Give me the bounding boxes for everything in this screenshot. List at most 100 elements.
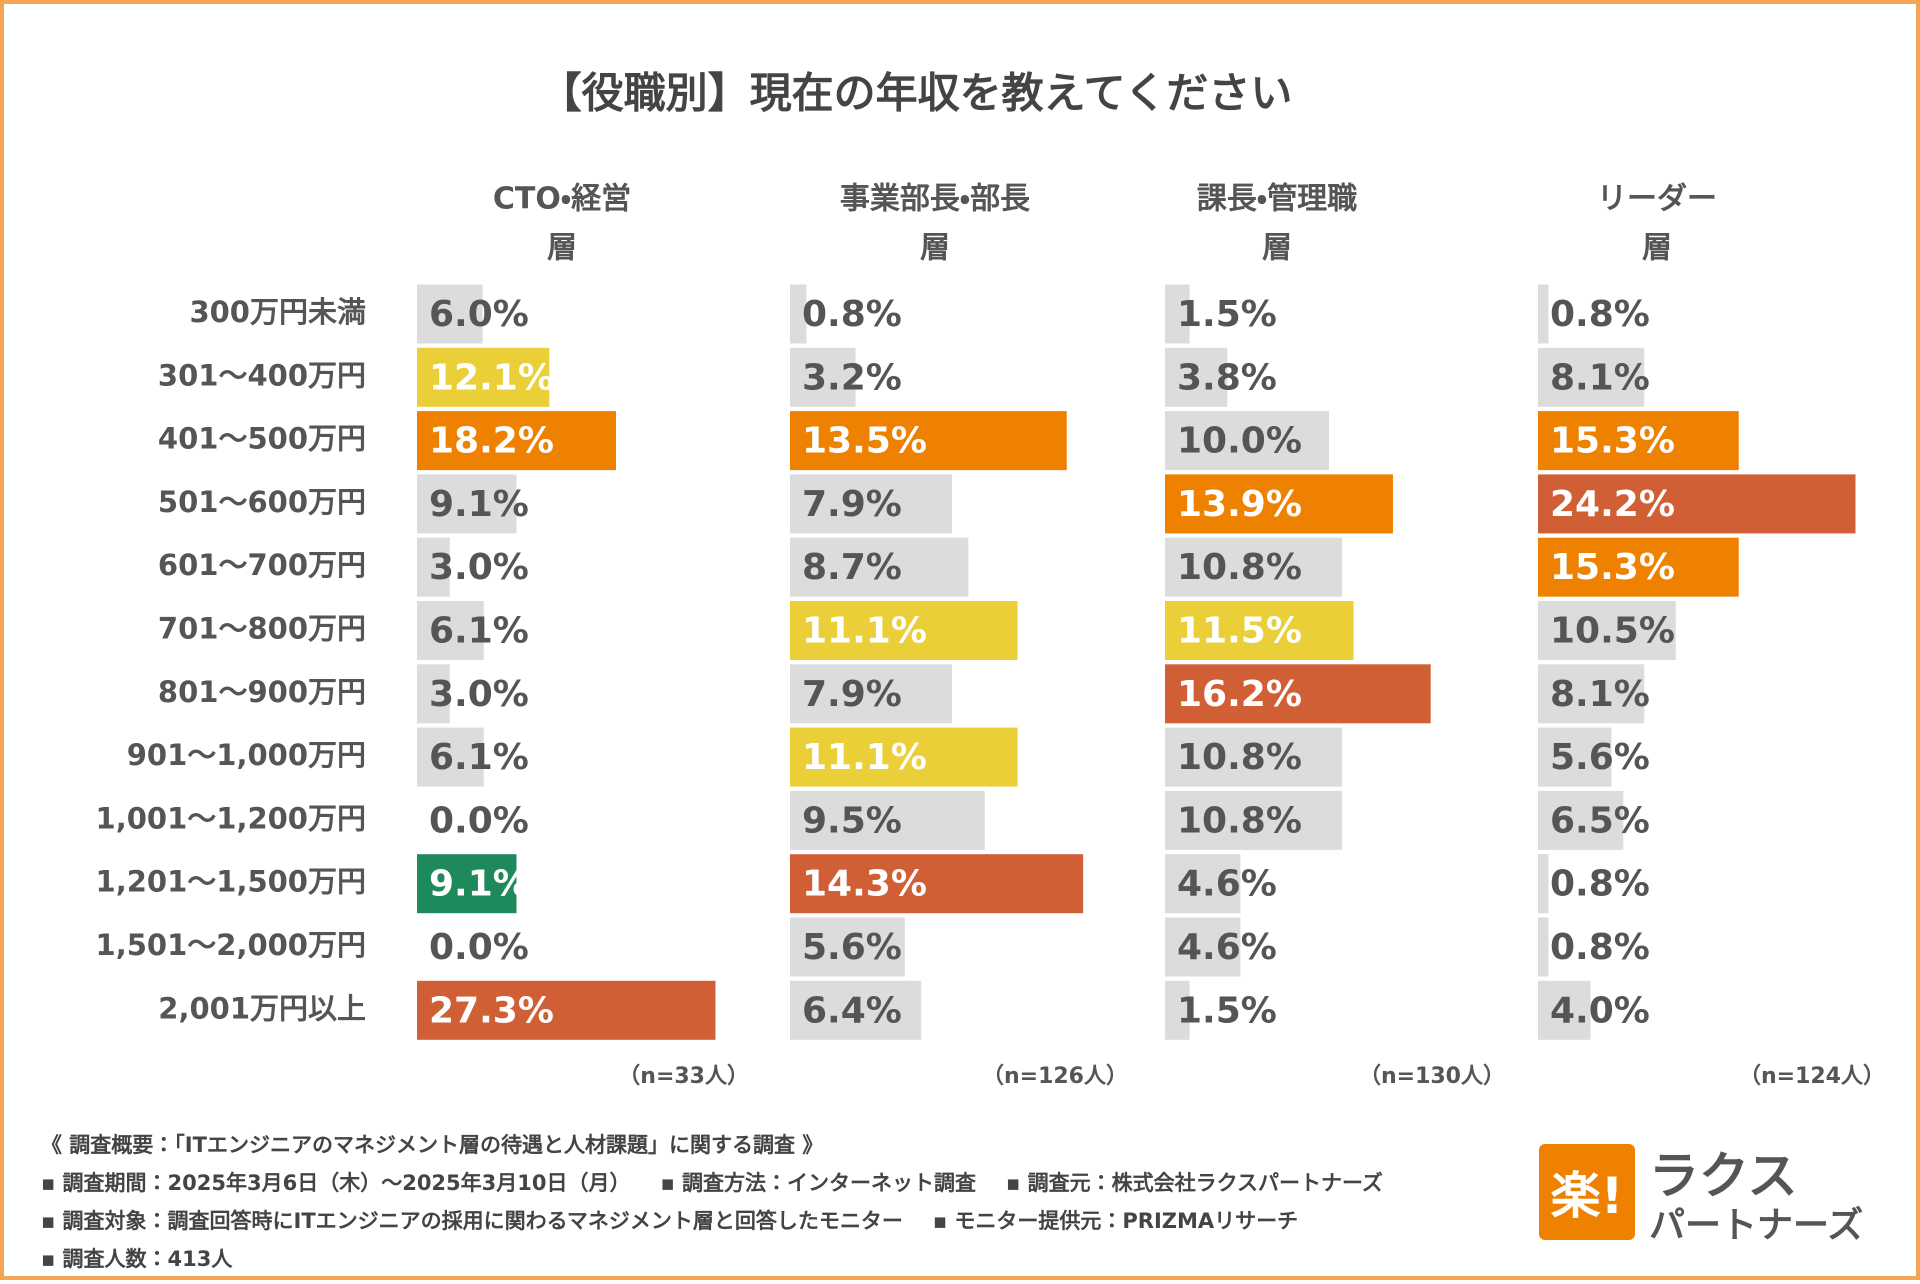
category-label: 2,001万円以上 [158,991,366,1025]
category-label: 501〜600万円 [158,485,366,519]
value-label: 0.8% [1550,864,1650,905]
category-label: 901〜1,000万円 [127,738,366,772]
footer-line: ▪ 調査対象：調査回答時にITエンジニアの採用に関わるマネジメント層と回答したモ… [41,1202,1413,1240]
panel-title: 層 [1262,231,1292,266]
value-label: 7.9% [802,674,902,715]
sample-size: （n=33人） [618,1064,749,1089]
value-label: 1.5% [1177,990,1277,1031]
bar [1165,474,1393,534]
footer-line: 《 調査概要：「ITエンジニアのマネジメント層の待遇と人材課題」に関する調査 》 [41,1126,1413,1164]
value-label: 13.9% [1177,484,1302,525]
value-label: 10.8% [1177,547,1302,588]
value-label: 0.0% [429,800,529,841]
category-label: 701〜800万円 [158,612,366,646]
bar [1538,601,1676,660]
value-label: 5.6% [802,927,902,968]
footer-text: ▪ 調査方法：インターネット調査 [660,1171,977,1195]
category-label: 301〜400万円 [158,358,366,392]
bar [417,284,483,344]
value-label: 5.6% [1550,737,1650,778]
panel-title: 層 [1642,231,1672,266]
value-label: 0.8% [1550,294,1650,335]
value-label: 0.8% [1550,927,1650,968]
bar [417,980,716,1040]
bar [1165,664,1431,724]
value-label: 6.1% [429,611,529,652]
bar [1165,854,1241,914]
panel-title: 課長・管理職 [1197,182,1357,217]
bar [790,664,952,724]
category-label: 801〜900万円 [158,675,366,709]
panel-title: リーダー [1597,182,1717,217]
value-label: 12.1% [429,357,554,398]
bar [417,411,616,471]
value-label: 8.7% [802,547,902,588]
value-label: 6.0% [429,294,529,335]
category-label: 1,201〜1,500万円 [96,865,366,899]
value-label: 7.9% [802,484,902,525]
sample-size: （n=126人） [982,1064,1128,1089]
chart-title: 【役職別】現在の年収を教えてください [540,69,1293,118]
bar [790,347,856,407]
bar [790,601,1018,660]
value-label: 3.2% [802,357,902,398]
value-label: 6.1% [429,737,529,778]
value-label: 8.1% [1550,357,1650,398]
bar [1165,347,1228,407]
bar [1165,284,1190,344]
bar [1538,917,1549,977]
bar [790,284,807,344]
value-label: 3.0% [429,674,529,715]
value-label: 6.5% [1550,800,1650,841]
bar [417,727,484,787]
bar [1538,537,1739,597]
footer-text: ▪ 調査人数：413人 [41,1247,233,1271]
value-label: 14.3% [802,864,927,905]
value-label: 6.4% [802,990,902,1031]
bar [1165,411,1329,471]
value-label: 10.8% [1177,737,1302,778]
bar [790,411,1067,471]
bar [1538,980,1591,1040]
bar [1538,411,1739,471]
bar [417,601,484,660]
value-label: 4.0% [1550,990,1650,1031]
bar [1538,474,1856,534]
bar [1165,727,1343,787]
bar [790,980,922,1040]
bar [1165,917,1241,977]
bar [417,474,517,534]
logo-name: ラクス [1649,1147,1798,1205]
category-label: 401〜500万円 [158,422,366,456]
value-label: 15.3% [1550,421,1675,462]
value-label: 8.1% [1550,674,1650,715]
footer-line: ▪ 調査期間：2025年3月6日（木）〜2025年3月10日（月） ▪ 調査方法：… [41,1164,1413,1202]
value-label: 27.3% [429,990,554,1031]
value-label: 9.5% [802,800,902,841]
value-label: 16.2% [1177,674,1302,715]
value-label: 3.8% [1177,357,1277,398]
value-label: 9.1% [429,484,529,525]
value-label: 24.2% [1550,484,1675,525]
bar [1538,347,1645,407]
bar [790,854,1084,914]
panel-title: CTO・経営 [493,182,631,217]
bar [1538,727,1612,787]
value-label: 10.0% [1177,421,1302,462]
footer-text: ▪ 調査期間：2025年3月6日（木）〜2025年3月10日（月） [41,1171,631,1195]
bar [1165,790,1343,850]
logo: 楽! ラクス パートナーズ [1539,1142,1884,1246]
value-label: 18.2% [429,421,554,462]
bar [1538,790,1624,850]
value-label: 13.5% [802,421,927,462]
value-label: 9.1% [429,864,529,905]
bar [417,347,550,407]
value-label: 11.5% [1177,611,1302,652]
footer-text: ▪ 調査対象：調査回答時にITエンジニアの採用に関わるマネジメント層と回答したモ… [41,1209,903,1233]
category-label: 1,501〜2,000万円 [96,928,366,962]
sample-size: （n=130人） [1359,1064,1505,1089]
bar [1538,664,1645,724]
footer-text: 《 調査概要：「ITエンジニアのマネジメント層の待遇と人材課題」に関する調査 》 [41,1133,824,1157]
bar [417,664,450,724]
